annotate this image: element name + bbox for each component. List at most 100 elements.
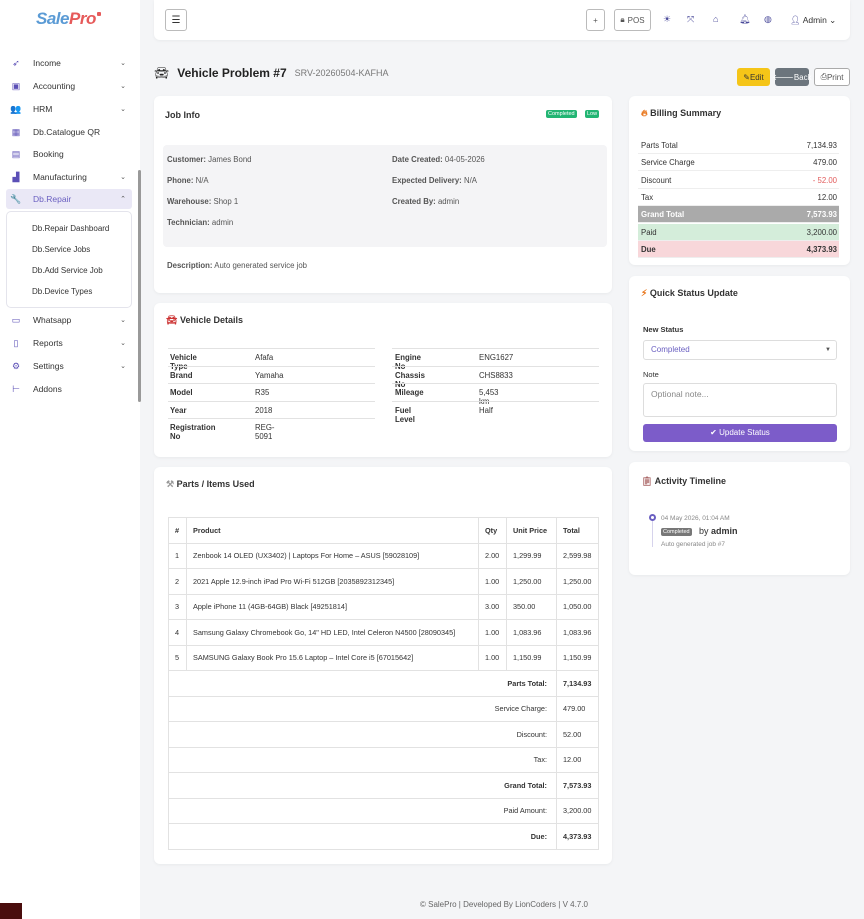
sidebar-item-hrm[interactable]: 👥 HRM ⌄ xyxy=(10,103,126,115)
billing-row-tax: Tax 12.00 xyxy=(638,189,839,206)
table-row: 4 Samsung Galaxy Chromebook Go, 14" HD LE… xyxy=(168,619,599,646)
status-select[interactable]: Completed ▼ xyxy=(643,340,837,360)
table-header-row: # Product Qty Unit Price Total xyxy=(168,517,599,544)
job-code: SRV-20260504-KAFHA xyxy=(294,68,389,78)
plug-icon: ⊢ xyxy=(12,383,20,394)
sidebar: SalePro ➶ Income ⌄ ▣ Accounting ⌄ 👥 HRM ⌄ ▦ Db.… xyxy=(0,0,140,919)
edit-button[interactable]: ✎ Edit xyxy=(737,68,770,86)
pos-button[interactable]: 🔒︎ POS xyxy=(614,9,651,31)
chat-icon: ▭ xyxy=(11,314,21,325)
note-textarea[interactable]: Optional note... xyxy=(643,383,837,417)
printer-icon: ⎙ xyxy=(820,72,827,81)
sidebar-item-income[interactable]: ➶ Income ⌄ xyxy=(6,53,132,73)
admin-menu[interactable]: 👤︎ Admin ⌄ xyxy=(790,15,837,25)
billing-row-parts-total: Parts Total 7,134.93 xyxy=(638,137,839,154)
sidebar-item-addons[interactable]: ⊢ Addons xyxy=(6,379,132,399)
footer: © SalePro | Developed By LionCoders | V … xyxy=(420,900,588,909)
check-icon: ✔ xyxy=(710,428,717,437)
submenu-item-device-types[interactable]: Db.Device Types xyxy=(32,287,93,296)
theme-toggle-icon[interactable]: ☀ xyxy=(663,14,672,24)
billing-row-due: Due 4,373.93 xyxy=(638,241,839,258)
hamburger-icon: ☰ xyxy=(171,14,181,26)
chevron-down-icon: ⌄ xyxy=(120,60,126,67)
edit-icon: ✎ xyxy=(743,72,750,82)
table-row: 5 SAMSUNG Galaxy Book Pro 15.6 Laptop – I… xyxy=(168,644,599,671)
customer-field: Customer: James Bond xyxy=(167,155,252,164)
db-repair-submenu: Db.Repair Dashboard Db.Service Jobs Db.A… xyxy=(6,211,132,308)
description-field: Description: Auto generated service job xyxy=(167,261,308,270)
sidebar-item-booking[interactable]: ▤ Booking xyxy=(11,148,64,160)
tools-icon: ⚒ xyxy=(166,479,175,489)
timeline-status-badge: Completed xyxy=(661,528,692,536)
new-status-label: New Status xyxy=(643,325,684,334)
job-info-box: Customer: James Bond Date Created: 04-05… xyxy=(163,145,607,247)
menu-toggle-button[interactable]: ☰ xyxy=(165,9,187,31)
sidebar-item-settings[interactable]: ⚙ Settings ⌄ xyxy=(11,360,126,372)
technician-field: Technician: admin xyxy=(167,218,234,227)
submenu-item-repair-dashboard[interactable]: Db.Repair Dashboard xyxy=(32,224,110,233)
activity-timeline-title: 📋︎ Activity Timeline xyxy=(641,476,726,486)
totals-row-parts: Parts Total: 7,134.93 xyxy=(168,670,599,697)
rocket-icon: ➶ xyxy=(12,57,20,68)
quick-status-title: ⚡︎ Quick Status Update xyxy=(641,288,738,298)
date-created-field: Date Created: 04-05-2026 xyxy=(392,155,485,164)
totals-row-grand: Grand Total: 7,573.93 xyxy=(168,772,599,799)
table-row: 2 2021 Apple 12.9-inch iPad Pro Wi-Fi 512… xyxy=(168,568,599,595)
totals-row-paid: Paid Amount: 3,200.00 xyxy=(168,797,599,824)
globe-icon[interactable]: ◍ xyxy=(764,14,772,24)
table-row: 3 Apple iPhone 11 (4GB-64GB) Black [49251… xyxy=(168,593,599,620)
chevron-down-icon: ⌄ xyxy=(120,174,126,181)
bell-icon[interactable]: 🔔︎ xyxy=(739,14,751,24)
timeline-dot xyxy=(649,514,656,521)
report-icon: ▯ xyxy=(13,337,19,348)
sidebar-item-catalogue-qr[interactable]: ▦ Db.Catalogue QR xyxy=(11,126,101,138)
parts-card: ⚒ Parts / Items Used # Product Qty Unit … xyxy=(154,467,612,864)
billing-summary-card: 🔥︎ Billing Summary Parts Total 7,134.93 S… xyxy=(629,96,850,265)
submenu-item-service-jobs[interactable]: Db.Service Jobs xyxy=(32,245,91,254)
gear-icon: ⚙ xyxy=(11,360,21,371)
topbar: ☰ + 🔒︎ POS ☀ ⤧ ⌂ 🔔︎ ◍ 👤︎ Admin ⌄ xyxy=(154,0,850,40)
chevron-down-icon: ⌄ xyxy=(120,83,126,90)
sidebar-item-manufacturing[interactable]: ▟ Manufacturing ⌄ xyxy=(6,167,132,187)
warehouse-field: Warehouse: Shop 1 xyxy=(167,197,239,206)
sidebar-item-whatsapp[interactable]: ▭ Whatsapp ⌄ xyxy=(11,314,126,326)
back-button[interactable]: 🡐 Back xyxy=(772,68,812,86)
status-badge: Completed xyxy=(546,110,577,118)
priority-badge: Low xyxy=(585,110,600,118)
sidebar-item-reports[interactable]: ▯ Reports ⌄ xyxy=(6,333,132,353)
vehicle-details-card: 🚘︎ Vehicle Details Vehicle TypeAfafa Bra… xyxy=(154,303,612,457)
timeline-actor: by admin xyxy=(699,526,738,536)
sidebar-item-db-repair[interactable]: 🔧 Db.Repair ⌃ xyxy=(6,189,132,209)
salepro-logo[interactable]: SalePro xyxy=(36,9,101,29)
clipboard-icon: 📋︎ xyxy=(641,476,653,486)
basket-icon[interactable]: ⌂ xyxy=(713,14,719,24)
chevron-down-icon: ⌄ xyxy=(120,317,126,324)
vehicle-details-title: 🚘︎ Vehicle Details xyxy=(166,315,243,325)
billing-row-service-charge: Service Charge 479.00 xyxy=(638,154,839,171)
chevron-down-icon: ⌄ xyxy=(829,15,837,25)
car-icon: 🚘︎ xyxy=(166,315,178,325)
sidebar-scrollbar[interactable] xyxy=(138,170,141,402)
chevron-down-icon: ⌄ xyxy=(120,363,126,370)
add-button[interactable]: + xyxy=(586,9,605,31)
caret-down-icon: ▼ xyxy=(825,347,831,353)
fullscreen-icon[interactable]: ⤧ xyxy=(687,14,695,24)
activity-timeline-card: 📋︎ Activity Timeline 04 May 2026, 01:04 … xyxy=(629,462,850,575)
update-status-button[interactable]: ✔ Update Status xyxy=(643,424,837,442)
print-button[interactable]: ⎙ Print xyxy=(814,68,850,86)
wrench-icon: 🔧 xyxy=(10,193,22,204)
chevron-up-icon: ⌃ xyxy=(120,196,126,203)
bolt-icon: ⚡︎ xyxy=(641,288,648,298)
totals-row-tax: Tax: 12.00 xyxy=(168,746,599,773)
totals-row-service: Service Charge: 479.00 xyxy=(168,695,599,722)
calendar-icon: ▤ xyxy=(11,148,21,159)
timeline-line xyxy=(652,521,653,547)
corner-widget[interactable] xyxy=(0,903,22,919)
phone-field: Phone: N/A xyxy=(167,176,209,185)
sidebar-item-accounting[interactable]: ▣ Accounting ⌄ xyxy=(11,80,126,92)
users-icon: 👥 xyxy=(10,103,22,114)
parts-table: # Product Qty Unit Price Total 1 Zenbook … xyxy=(168,517,599,850)
job-info-title: Job Info xyxy=(165,110,200,120)
billing-row-discount: Discount - 52.00 xyxy=(638,172,839,189)
submenu-item-add-service-job[interactable]: Db.Add Service Job xyxy=(32,266,103,275)
